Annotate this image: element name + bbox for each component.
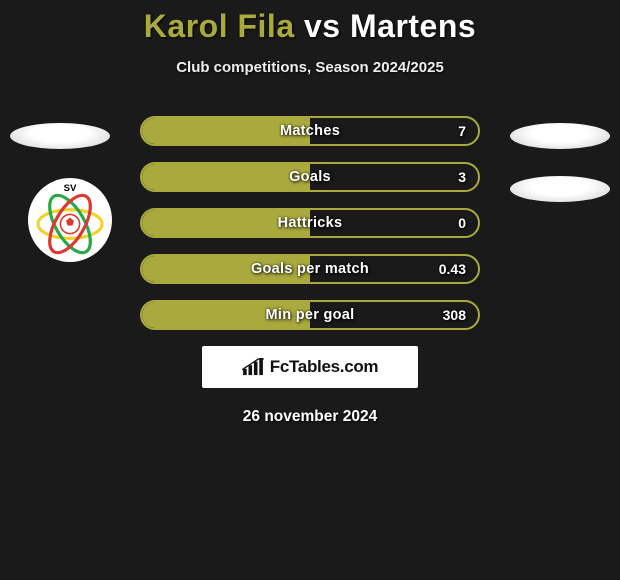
title-player2: Martens <box>350 8 476 44</box>
stat-value: 0 <box>458 210 466 236</box>
decor-ellipse-tr <box>510 123 610 149</box>
barchart-icon <box>242 358 264 376</box>
subtitle: Club competitions, Season 2024/2025 <box>0 59 620 76</box>
title-player1: Karol Fila <box>144 8 295 44</box>
club-logo-svg: SV <box>30 180 110 260</box>
decor-ellipse-br <box>510 176 610 202</box>
title-vs: vs <box>304 8 341 44</box>
stat-row: Hattricks 0 <box>140 208 480 238</box>
stat-value: 0.43 <box>439 256 466 282</box>
watermark: FcTables.com <box>202 346 418 388</box>
stat-label: Goals <box>142 164 478 190</box>
stat-row: Goals per match 0.43 <box>140 254 480 284</box>
stat-row: Matches 7 <box>140 116 480 146</box>
stat-value: 3 <box>458 164 466 190</box>
stat-row: Min per goal 308 <box>140 300 480 330</box>
page-title: Karol Fila vs Martens <box>0 0 620 45</box>
stat-label: Goals per match <box>142 256 478 282</box>
club-logo: SV <box>28 178 112 262</box>
date-text: 26 november 2024 <box>0 408 620 426</box>
svg-text:SV: SV <box>64 183 77 194</box>
stat-label: Matches <box>142 118 478 144</box>
decor-ellipse-tl <box>10 123 110 149</box>
watermark-text: FcTables.com <box>270 357 379 377</box>
stat-label: Min per goal <box>142 302 478 328</box>
stat-row: Goals 3 <box>140 162 480 192</box>
stat-value: 308 <box>443 302 466 328</box>
stat-label: Hattricks <box>142 210 478 236</box>
stat-value: 7 <box>458 118 466 144</box>
